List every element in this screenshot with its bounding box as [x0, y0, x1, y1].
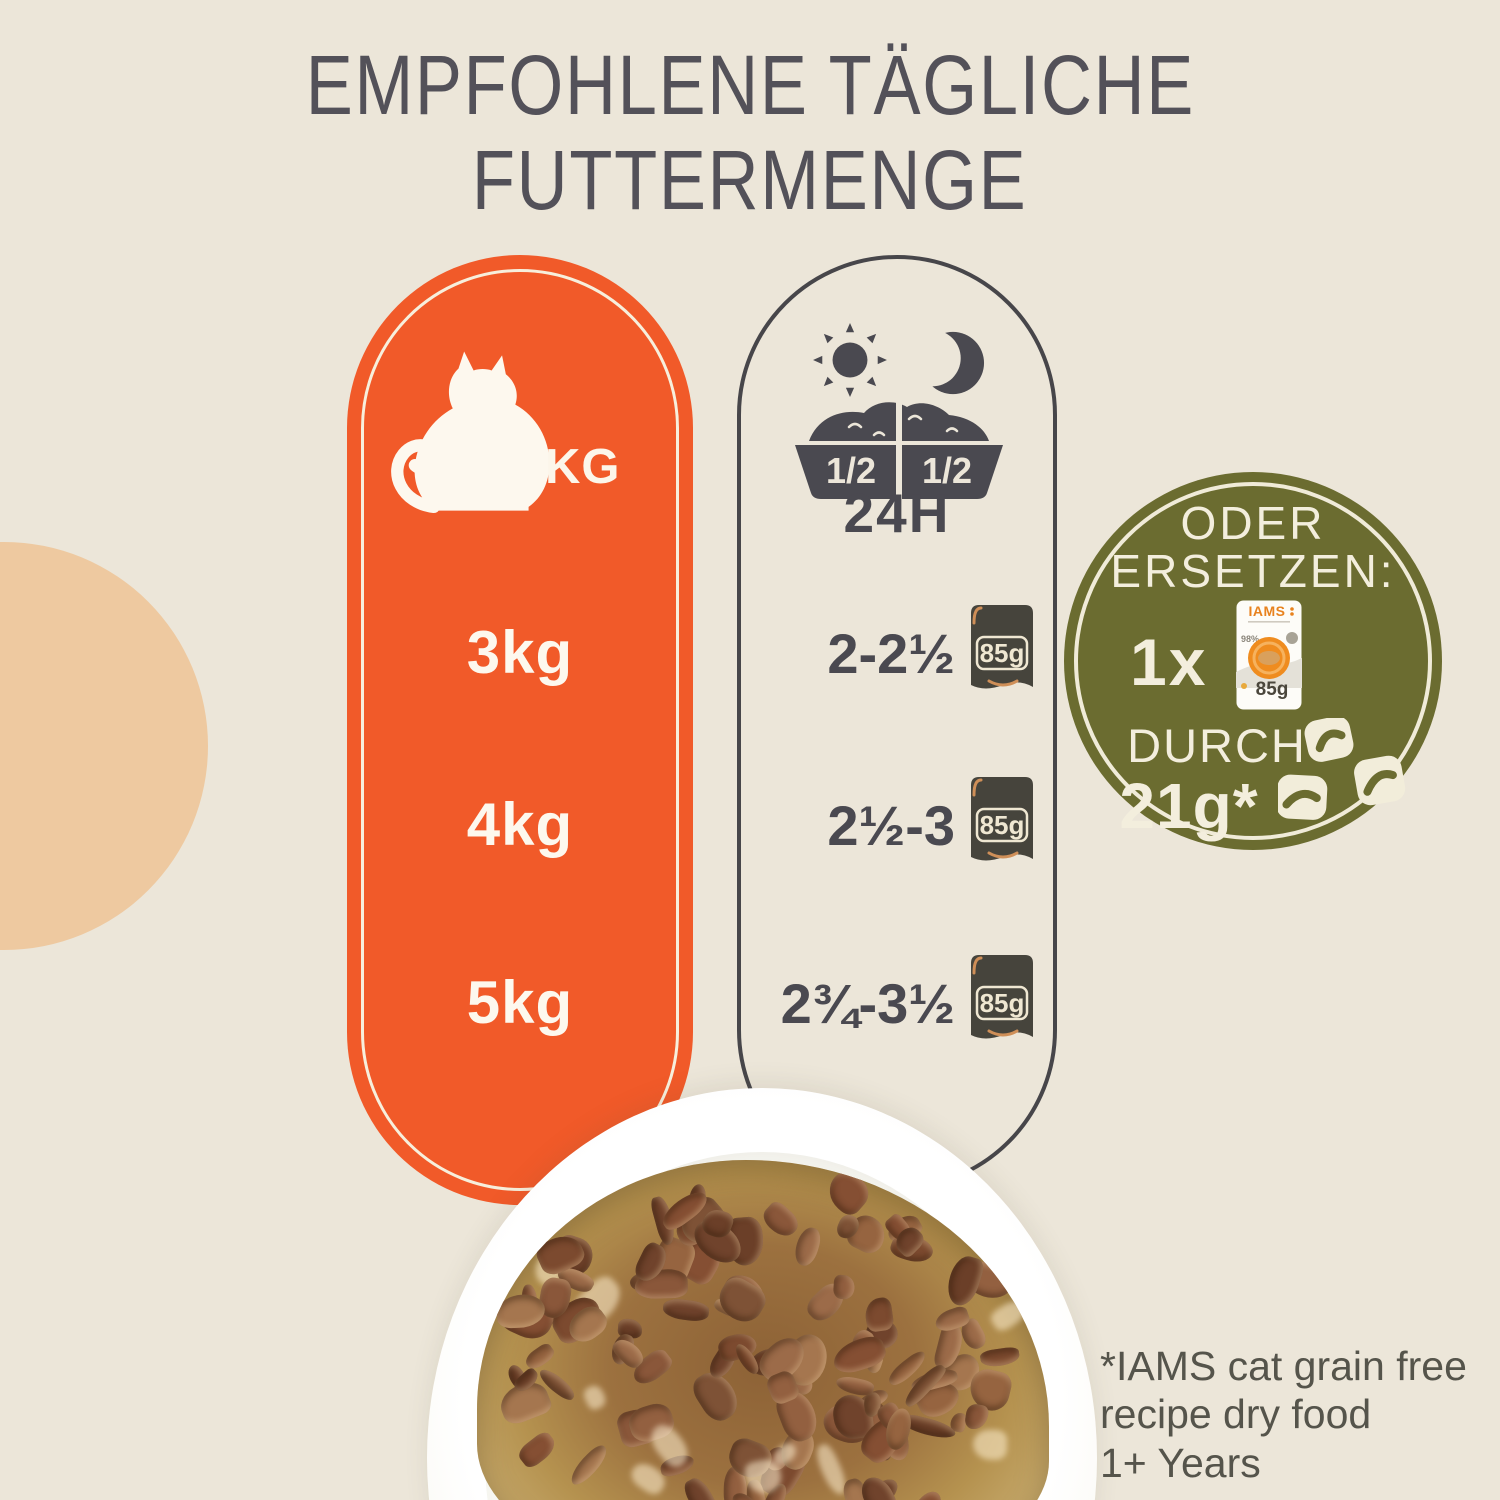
title-line-1: EMPFOHLENE TÄGLICHE	[305, 38, 1195, 132]
pill-inner-line	[361, 269, 679, 1191]
footnote-line: recipe dry food	[1100, 1391, 1372, 1438]
iams-package-icon: IAMS 98% 85g	[1236, 600, 1302, 710]
sun-icon	[811, 321, 889, 399]
portion-row-5kg: 2¾-3½ 85g	[741, 947, 1053, 1059]
package-weight-label: 85g	[1256, 679, 1289, 700]
badge-durch-label: DURCH	[1127, 719, 1307, 772]
weight-column-pill: KG 3kg 4kg 5kg	[347, 255, 693, 1205]
package-brand-label: IAMS	[1249, 603, 1286, 619]
cat-icon	[377, 343, 557, 523]
portion-column-pill: 1/2 1/2 24H 2-2½ 85g 2½-3 85g	[737, 255, 1057, 1190]
pouch-weight-label: 85g	[980, 810, 1025, 840]
footnote: *IAMS cat grain free recipe dry food 1+ …	[1100, 1342, 1467, 1487]
split-bowl-icon: 1/2 1/2	[789, 397, 1009, 501]
kibble-icon	[1276, 716, 1408, 840]
portion-amount: 2-2½	[827, 621, 955, 685]
peach-decor-circle	[0, 542, 208, 950]
footnote-line: 1+ Years	[1100, 1439, 1261, 1486]
weight-value: 5kg	[466, 969, 574, 1036]
page-title: EMPFOHLENE TÄGLICHE FUTTERMENGE	[0, 38, 1500, 228]
package-percent-label: 98%	[1241, 634, 1259, 644]
moon-icon	[917, 329, 985, 397]
portion-amount: 2½-3	[827, 793, 955, 857]
weight-row-4kg: 4kg	[347, 790, 693, 859]
badge-grams-label: 21g*	[1119, 770, 1259, 842]
pouch-weight-label: 85g	[980, 988, 1025, 1018]
portion-row-3kg: 2-2½ 85g	[741, 597, 1053, 709]
period-24h-label: 24H	[843, 482, 951, 544]
badge-inner-ring	[1074, 482, 1432, 840]
badge-multiplier: 1x	[1130, 625, 1208, 699]
footnote-line: *IAMS cat grain free	[1100, 1343, 1467, 1389]
bowl-half-day-label: 1/2	[826, 450, 876, 491]
weight-value: 4kg	[466, 791, 574, 858]
badge-ersetzen-label: ERSETZEN:	[1110, 545, 1396, 597]
portion-row-4kg: 2½-3 85g	[741, 769, 1053, 881]
pouch-85g-icon: 85g	[971, 777, 1033, 861]
bowl-half-night-label: 1/2	[922, 450, 972, 491]
weight-value: 3kg	[466, 619, 574, 686]
kg-unit-label: KG	[545, 440, 621, 494]
weight-row-3kg: 3kg	[347, 618, 693, 687]
portion-amount: 2¾-3½	[780, 971, 955, 1035]
food-photo	[477, 1160, 1049, 1500]
title-line-2: FUTTERMENGE	[472, 132, 1028, 227]
badge-oder-label: ODER	[1180, 497, 1326, 549]
pouch-85g-icon: 85g	[971, 955, 1033, 1039]
pouch-weight-label: 85g	[980, 638, 1025, 668]
pouch-85g-icon: 85g	[971, 605, 1033, 689]
weight-row-5kg: 5kg	[347, 968, 693, 1037]
replace-option-badge: ODER ERSETZEN: 1x IAMS 98% 85g DURCH 21g…	[1064, 472, 1442, 850]
